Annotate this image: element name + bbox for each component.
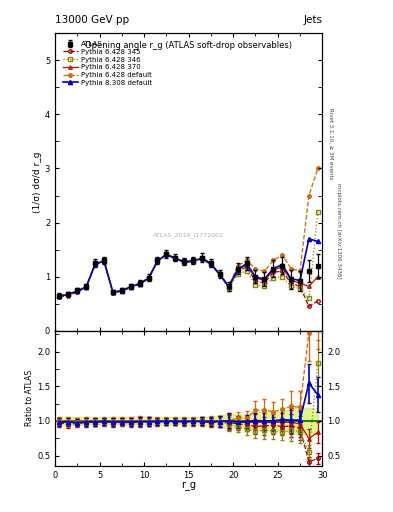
Text: Rivet 3.1.10, ≥ 3M events: Rivet 3.1.10, ≥ 3M events xyxy=(328,108,333,179)
X-axis label: r_g: r_g xyxy=(181,481,196,491)
Text: Jets: Jets xyxy=(303,14,322,25)
Text: ATLAS_2019_I1772062: ATLAS_2019_I1772062 xyxy=(153,232,224,239)
Y-axis label: Ratio to ATLAS: Ratio to ATLAS xyxy=(25,370,34,426)
Text: 13000 GeV pp: 13000 GeV pp xyxy=(55,14,129,25)
Text: mcplots.cern.ch [arXiv:1306.3436]: mcplots.cern.ch [arXiv:1306.3436] xyxy=(336,183,341,278)
Legend: ATLAS, Pythia 6.428 345, Pythia 6.428 346, Pythia 6.428 370, Pythia 6.428 defaul: ATLAS, Pythia 6.428 345, Pythia 6.428 34… xyxy=(61,40,153,87)
Y-axis label: (1/σ) dσ/d r_g: (1/σ) dσ/d r_g xyxy=(33,151,42,213)
Text: Opening angle r_g (ATLAS soft-drop observables): Opening angle r_g (ATLAS soft-drop obser… xyxy=(85,41,292,50)
